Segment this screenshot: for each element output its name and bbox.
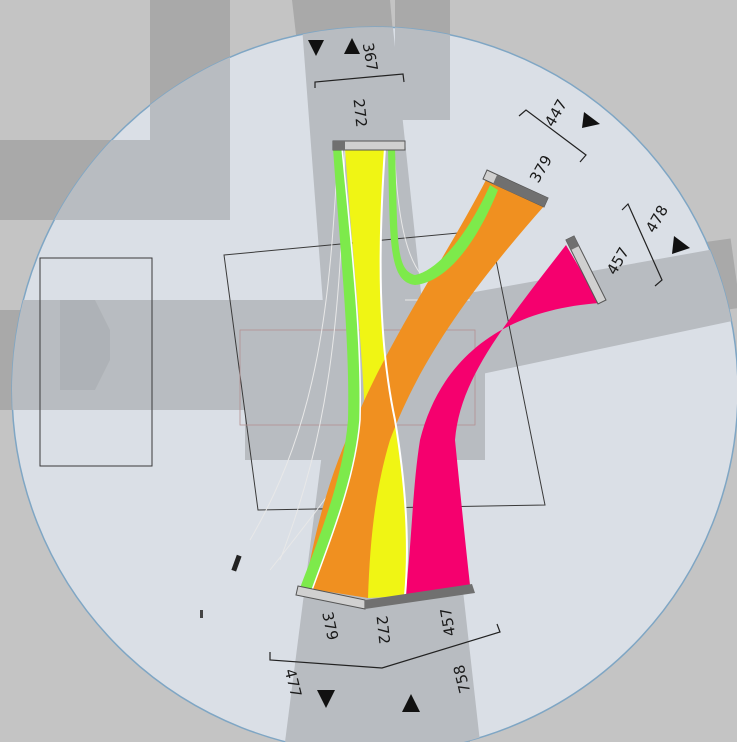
south-flow-yellow-count: 272 [373, 615, 394, 645]
northeast-bar-dark [493, 175, 548, 207]
flow-white-separator-2 [311, 147, 361, 591]
west-zone-box [39, 257, 153, 467]
direction-triangle-in-icon [402, 694, 420, 712]
northeast-bracket [518, 109, 587, 163]
north-bracket [314, 73, 405, 88]
flow-white-separator-1 [379, 147, 408, 597]
direction-triangle-in-icon [582, 112, 600, 128]
flow-green-north-south [300, 148, 361, 590]
south-flow-orange-count: 379 [318, 610, 342, 642]
direction-triangle-out-icon [308, 40, 324, 56]
direction-triangle-in-icon [344, 38, 360, 54]
south-leg-bar: 379 272 457 477 758 [269, 584, 501, 712]
flow-orange-northeast-south [305, 178, 545, 598]
north-approach-total: 367 [359, 41, 382, 72]
flow-pink-east-south [405, 245, 600, 596]
north-leg-count: 272 [350, 98, 371, 128]
east-bracket [621, 202, 663, 287]
west-arrow-shape [60, 300, 110, 390]
north-bar-dark [333, 141, 345, 150]
flow-yellow-north-south [345, 148, 407, 598]
direction-triangle-out-icon [317, 690, 335, 708]
vehicle-marker-1 [231, 554, 242, 572]
flow-green-north-northeast [388, 148, 498, 285]
vehicle-marker-2 [200, 610, 203, 618]
south-bar-dark [365, 584, 475, 609]
south-flow-pink-count: 457 [437, 606, 460, 637]
south-bracket [269, 623, 501, 669]
north-leg-bar: 367 272 [308, 38, 406, 151]
east-bar-light [565, 235, 607, 305]
direction-triangle-in-icon [672, 236, 690, 254]
east-bar-dark [566, 236, 579, 250]
